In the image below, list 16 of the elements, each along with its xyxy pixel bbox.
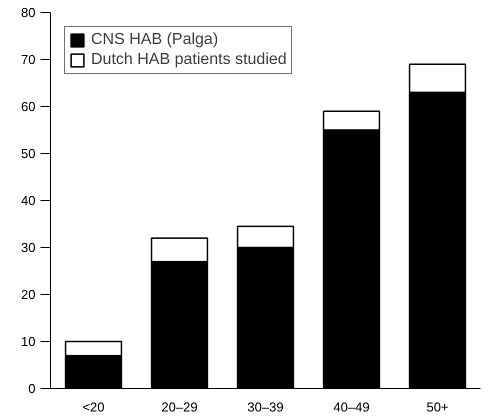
legend-label: Dutch HAB patients studied (91, 51, 287, 69)
y-tick-label: 0 (28, 381, 36, 396)
y-tick-label: 80 (21, 5, 36, 20)
y-tick-label: 10 (21, 334, 36, 349)
x-tick-label: 20–29 (161, 400, 198, 414)
x-tick-label: <20 (82, 400, 105, 414)
x-tick-label: 50+ (426, 400, 449, 414)
y-tick-label: 30 (21, 240, 36, 255)
y-tick-label: 40 (21, 193, 36, 208)
legend-label: CNS HAB (Palga) (91, 31, 218, 49)
x-tick-label: 40–49 (333, 400, 370, 414)
y-tick-label: 20 (21, 287, 36, 302)
y-tick-label: 70 (21, 52, 36, 67)
y-tick-label: 50 (21, 146, 36, 161)
x-tick-label: 30–39 (247, 400, 284, 414)
y-tick-label: 60 (21, 99, 36, 114)
